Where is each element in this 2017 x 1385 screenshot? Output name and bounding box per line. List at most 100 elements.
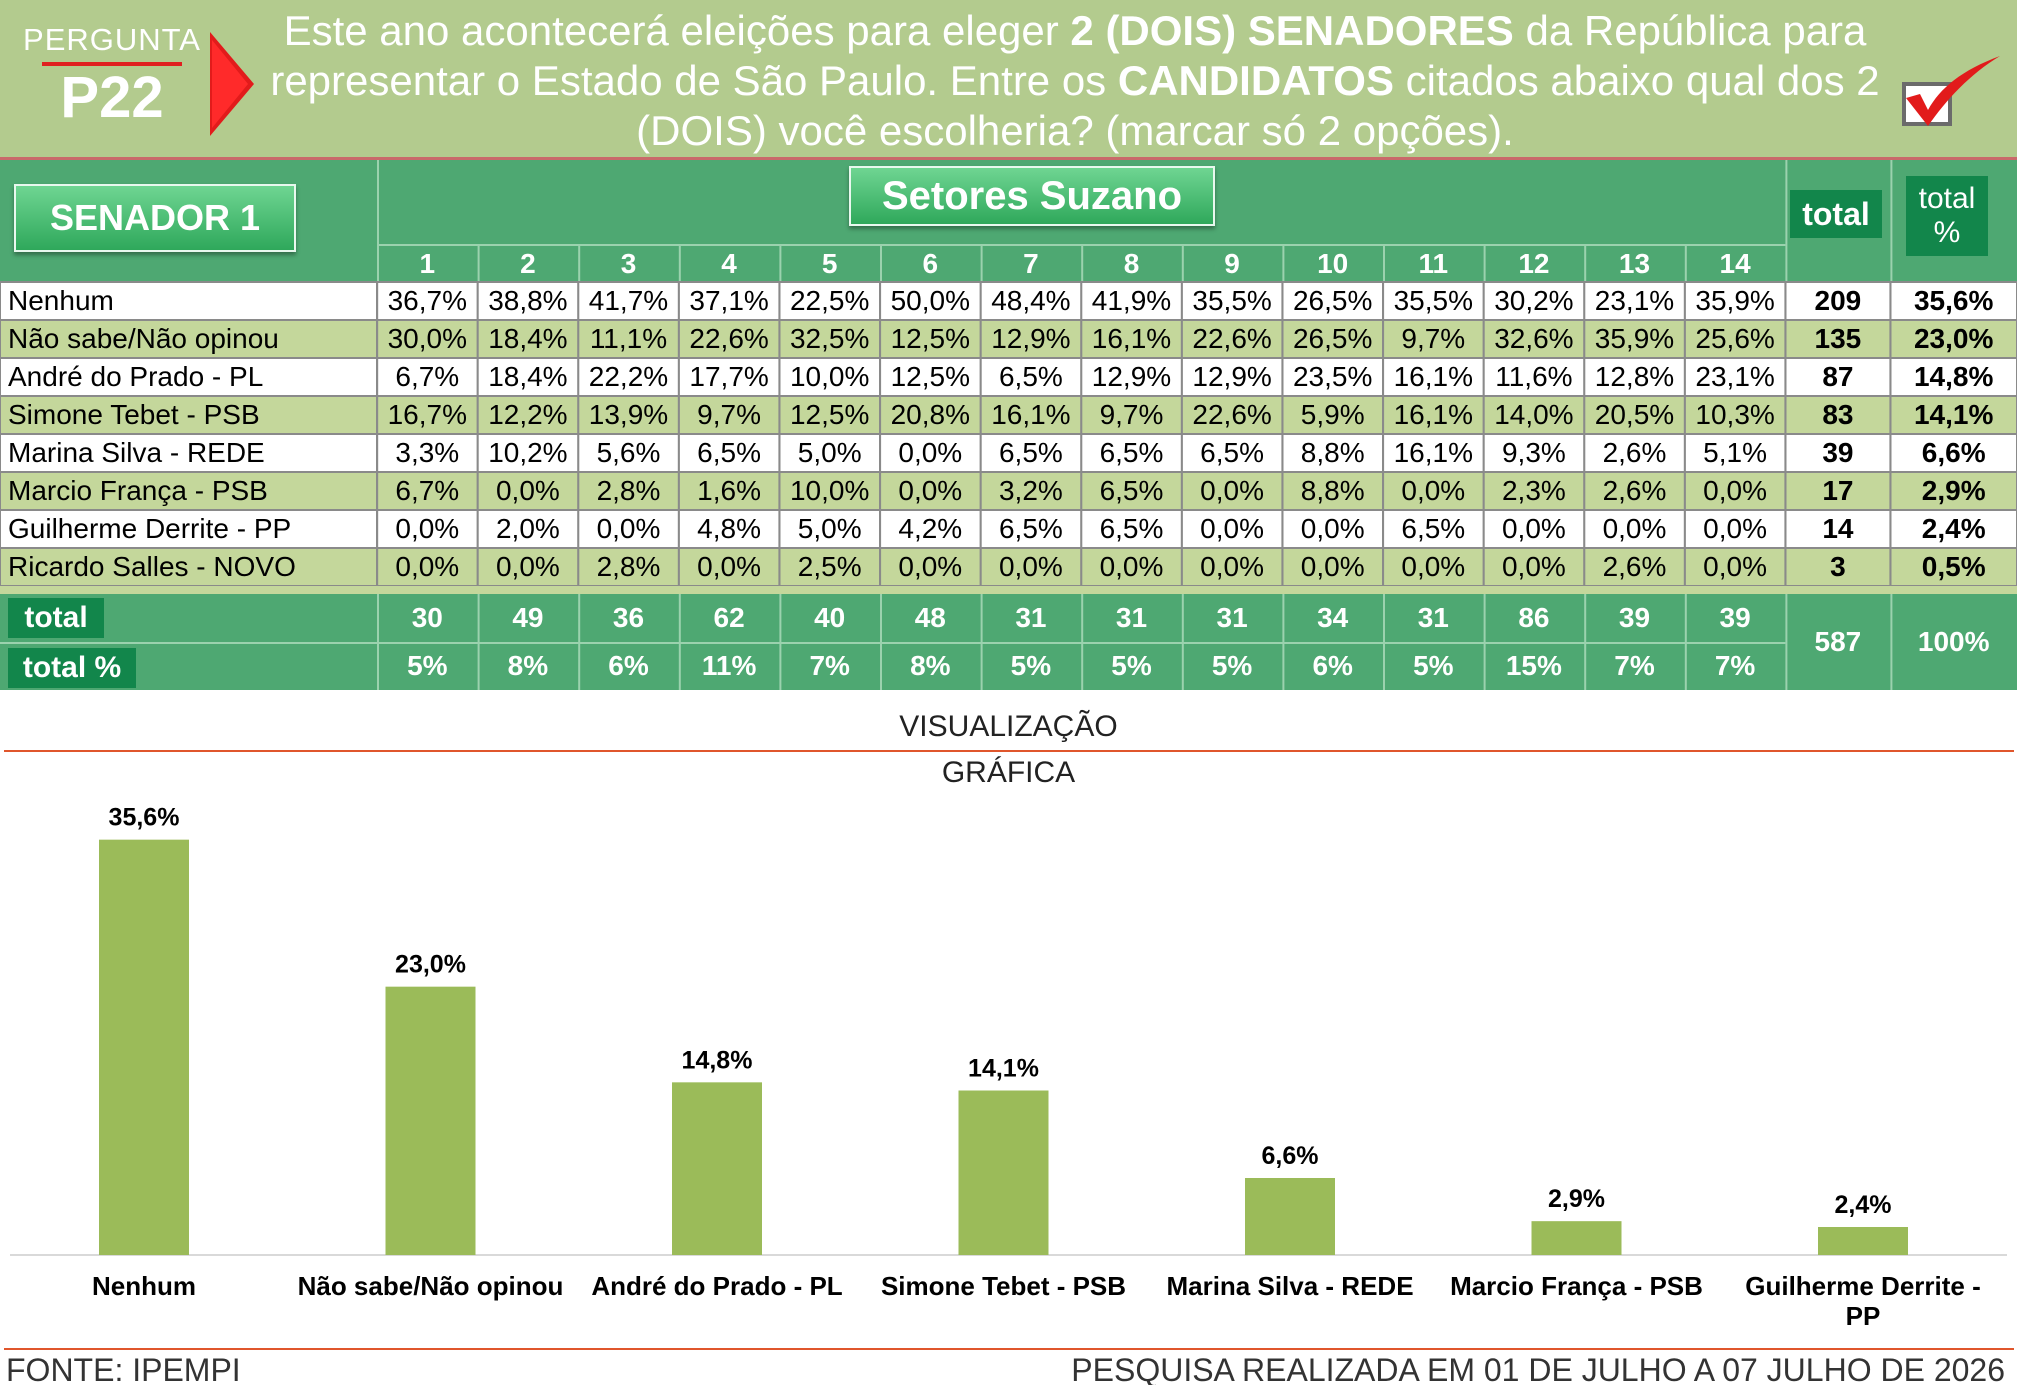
footer-total-label: total — [8, 598, 104, 638]
grand-total: 587 — [1814, 626, 1862, 657]
table-cell: 36,7% — [387, 285, 467, 316]
table-cell: 17,7% — [689, 361, 769, 392]
table-cell: 48,4% — [991, 285, 1071, 316]
table-cell: 14,0% — [1494, 399, 1574, 430]
table-cell: 0,0% — [1703, 513, 1767, 544]
column-header: 1 — [419, 248, 436, 279]
table-cell: 0,0% — [1602, 513, 1667, 544]
table-row-bg — [0, 281, 2017, 321]
table-cell: 6,7% — [395, 475, 460, 506]
table-cell: 2,6% — [1602, 551, 1667, 582]
table-cell: 22,6% — [689, 323, 769, 354]
table-cell: 6,5% — [998, 513, 1063, 544]
header-divider — [1890, 160, 1893, 282]
table-cell: 2,3% — [1501, 475, 1566, 506]
table-cell: 12,9% — [1091, 361, 1172, 392]
row-label: Guilherme Derrite - PP — [8, 513, 292, 544]
bar — [1531, 1221, 1622, 1255]
column-header: 7 — [1023, 248, 1039, 279]
footer-pct-cell: 7% — [1614, 650, 1655, 681]
chart-divider-top — [4, 750, 2014, 752]
data-label: 14,1% — [968, 1055, 1039, 1083]
category-label: Marcio França - PSB — [1450, 1271, 1703, 1301]
table-cell: 12,9% — [991, 323, 1071, 354]
header-divider — [1383, 244, 1385, 282]
table-cell: 16,1% — [1393, 361, 1473, 392]
table-cell: 32,6% — [1494, 323, 1574, 354]
footer-divider — [678, 594, 681, 690]
column-header: 14 — [1719, 248, 1751, 279]
question-text-part: da República para representar o Estado d… — [270, 7, 1867, 104]
table-cell: 4,8% — [697, 513, 761, 544]
footer-pct-cell: 8% — [910, 650, 951, 681]
table-cell: 16,1% — [1393, 399, 1473, 430]
row-pct: 14,1% — [1913, 399, 1994, 430]
header-divider — [377, 160, 379, 282]
row-total: 87 — [1822, 361, 1854, 392]
table-cell: 30,2% — [1494, 285, 1574, 316]
question-code: P22 — [60, 65, 164, 130]
table-cell: 0,0% — [1300, 551, 1365, 582]
footer-divider — [1483, 594, 1486, 690]
data-label: 2,9% — [1548, 1185, 1605, 1213]
table-cell: 30,0% — [387, 323, 467, 354]
header-divider — [678, 244, 681, 282]
table-cell: 18,4% — [488, 361, 568, 392]
footer-divider — [1684, 594, 1687, 690]
table-cell: 5,1% — [1703, 437, 1767, 468]
table-cell: 0,0% — [898, 475, 963, 506]
question-label: PERGUNTA P22 — [22, 22, 202, 128]
header-divider — [980, 244, 983, 282]
column-header: 8 — [1123, 248, 1140, 279]
footer-pct-cell: 5% — [1211, 650, 1253, 681]
arrow-right-icon-inner — [212, 40, 248, 128]
footer-total-cell: 31 — [1115, 602, 1148, 633]
table-cell: 0,0% — [1401, 475, 1466, 506]
table-cell: 0,0% — [898, 437, 963, 468]
table-cell: 2,5% — [797, 551, 862, 582]
total-pct-header: total % — [1906, 176, 1988, 256]
row-label: Nenhum — [8, 285, 114, 316]
bar — [99, 839, 189, 1255]
table-cell: 16,7% — [387, 399, 467, 430]
row-pct: 2,4% — [1921, 513, 1986, 544]
footer-pct-cell: 6% — [1312, 650, 1353, 681]
table-cell: 20,5% — [1594, 399, 1675, 430]
table-cell: 10,2% — [488, 437, 568, 468]
table-cell: 6,5% — [1401, 513, 1466, 544]
table-cell: 0,0% — [596, 513, 661, 544]
footer-divider — [779, 594, 782, 690]
table-cell: 22,5% — [789, 285, 870, 316]
footer-divider — [1282, 594, 1285, 690]
footer-divider — [377, 594, 379, 690]
row-total: 135 — [1814, 323, 1862, 354]
header-divider — [477, 244, 480, 282]
table-cell: 6,7% — [395, 361, 460, 392]
table-cell: 12,5% — [890, 323, 970, 354]
source-text: FONTE: IPEMPI — [6, 1352, 241, 1385]
table-cell: 0,0% — [1200, 551, 1264, 582]
category-label: Simone Tebet - PSB — [881, 1271, 1126, 1301]
row-pct: 14,8% — [1913, 361, 1994, 392]
table-cell: 23,1% — [1594, 285, 1675, 316]
table-cell: 6,5% — [1099, 513, 1164, 544]
footer-divider — [1081, 594, 1084, 690]
footer-total-cell: 30 — [411, 602, 443, 633]
footer-pct-label: total % — [8, 648, 136, 688]
column-header: 2 — [520, 248, 536, 279]
table-cell: 0,0% — [1703, 475, 1767, 506]
table-cell: 50,0% — [890, 285, 970, 316]
footer-pct-cell: 5% — [1413, 650, 1454, 681]
data-label: 23,0% — [395, 951, 466, 979]
row-total: 14 — [1822, 513, 1854, 544]
table-cell: 22,6% — [1192, 399, 1272, 430]
table-cell: 5,9% — [1300, 399, 1365, 430]
table-cell: 0,0% — [1200, 475, 1264, 506]
table-cell: 16,1% — [1091, 323, 1172, 354]
bar-chart: 35,6% Nenhum 23,0% Não sabe/Não opinou 14,8%… — [10, 804, 2007, 1331]
table-cell: 0,0% — [1099, 551, 1164, 582]
table-cell: 6,5% — [697, 437, 761, 468]
column-header: 4 — [721, 248, 737, 279]
row-total: 83 — [1822, 399, 1854, 430]
footer-pct-cell: 5% — [1010, 650, 1052, 681]
